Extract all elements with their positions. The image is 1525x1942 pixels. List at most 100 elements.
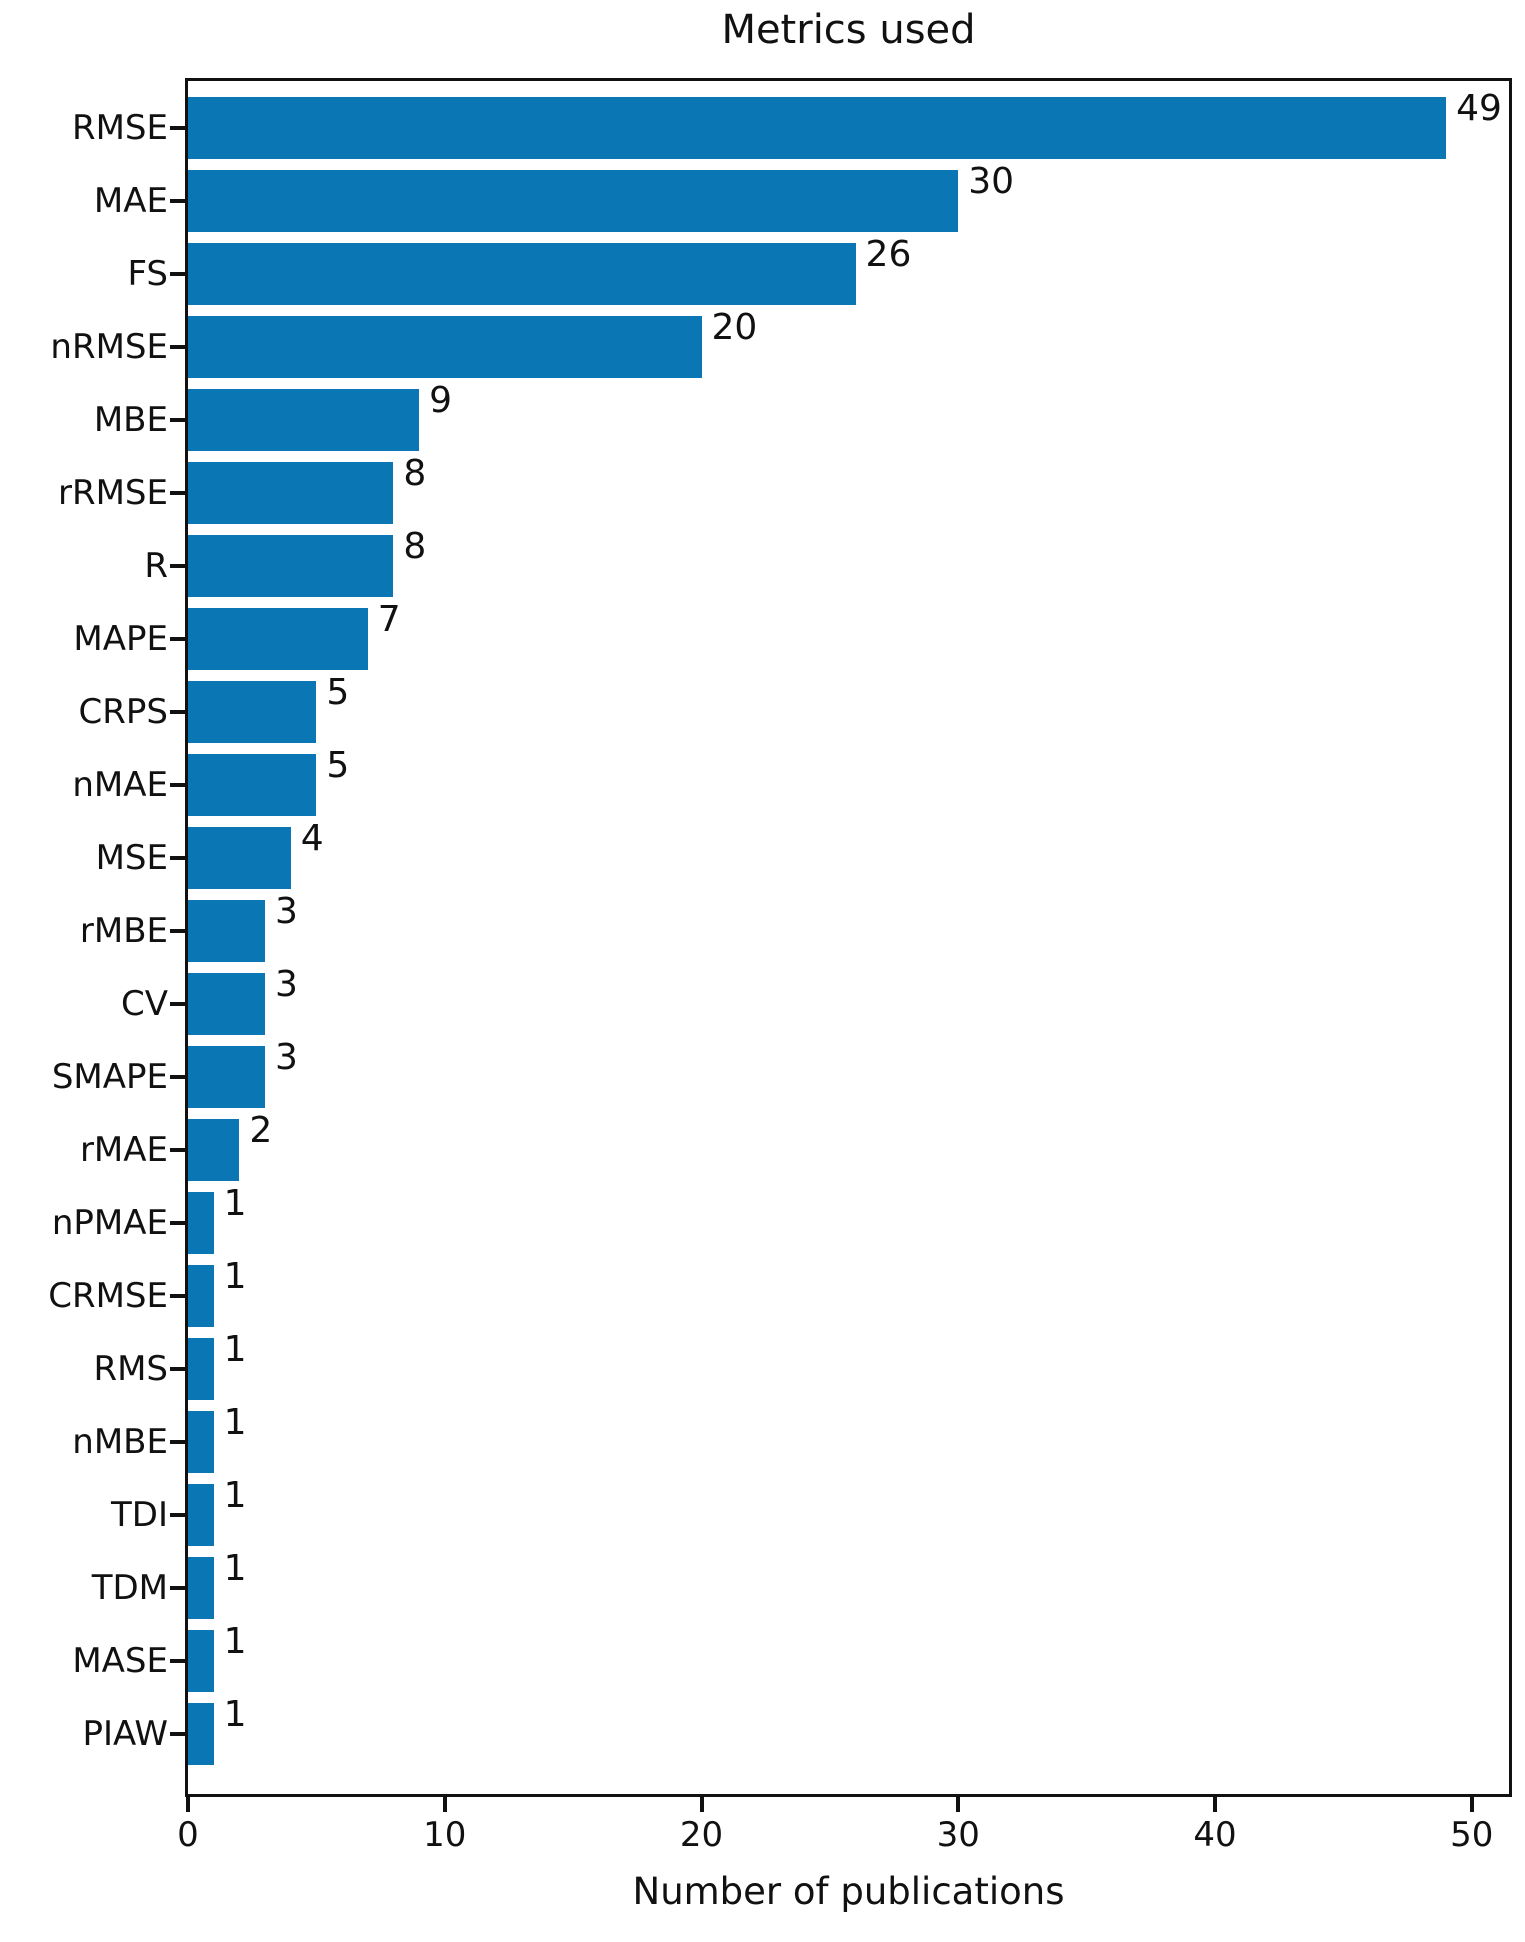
ytick-label-MSE: MSE	[95, 838, 168, 878]
bar-rMBE	[188, 900, 266, 962]
bar-RMS	[188, 1338, 214, 1400]
value-label-CV: 3	[275, 964, 298, 1005]
ytick-label-MAPE: MAPE	[73, 619, 168, 659]
ytick-mark-rMAE	[170, 1148, 185, 1152]
ytick-mark-CRMSE	[170, 1294, 185, 1298]
ytick-mark-TDI	[170, 1513, 185, 1517]
value-label-PIAW: 1	[223, 1694, 247, 1735]
ytick-label-RMS: RMS	[93, 1349, 168, 1389]
value-label-CRPS: 5	[326, 672, 350, 713]
ytick-mark-TDM	[170, 1586, 185, 1590]
ytick-label-CRMSE: CRMSE	[48, 1276, 168, 1316]
xtick-label-50: 50	[1450, 1815, 1494, 1855]
bar-CRMSE	[188, 1265, 214, 1327]
ytick-label-nRMSE: nRMSE	[50, 327, 168, 367]
xtick-mark-10	[442, 1797, 447, 1812]
ytick-label-nMAE: nMAE	[72, 765, 168, 805]
bar-rMAE	[188, 1119, 240, 1181]
x-axis-label: Number of publications	[632, 1870, 1065, 1913]
value-label-nRMSE: 20	[711, 307, 758, 348]
ytick-label-nPMAE: nPMAE	[51, 1203, 168, 1243]
bar-rRMSE	[188, 462, 394, 524]
bar-CRPS	[188, 681, 317, 743]
ytick-mark-MAE	[170, 199, 185, 203]
value-label-R: 8	[403, 526, 427, 567]
ytick-mark-PIAW	[170, 1732, 185, 1736]
ytick-label-MASE: MASE	[72, 1641, 168, 1681]
ytick-mark-nMAE	[170, 783, 185, 787]
ytick-label-rMBE: rMBE	[79, 911, 168, 951]
ytick-mark-R	[170, 564, 185, 568]
bar-RMSE	[188, 97, 1447, 159]
ytick-mark-SMAPE	[170, 1075, 185, 1079]
value-label-nMAE: 5	[326, 745, 350, 786]
value-label-SMAPE: 3	[275, 1037, 298, 1078]
bar-MBE	[188, 389, 420, 451]
xtick-label-30: 30	[936, 1815, 980, 1855]
ytick-label-FS: FS	[127, 254, 168, 294]
value-label-MBE: 9	[429, 380, 452, 421]
bar-MASE	[188, 1630, 214, 1692]
ytick-label-R: R	[144, 546, 168, 586]
ytick-mark-MBE	[170, 418, 185, 422]
xtick-label-10: 10	[423, 1815, 467, 1855]
xtick-label-20: 20	[679, 1815, 724, 1855]
ytick-label-MBE: MBE	[93, 400, 168, 440]
ytick-label-CRPS: CRPS	[78, 692, 168, 732]
bar-MSE	[188, 827, 291, 889]
xtick-mark-0	[186, 1797, 190, 1812]
value-label-nMBE: 1	[223, 1402, 247, 1443]
ytick-mark-MASE	[170, 1659, 185, 1663]
bar-FS	[188, 243, 856, 305]
chart-title: Metrics used	[721, 7, 976, 53]
ytick-mark-MSE	[170, 856, 185, 860]
value-label-nPMAE: 1	[223, 1183, 247, 1224]
ytick-label-rRMSE: rRMSE	[57, 473, 168, 513]
ytick-mark-CV	[170, 1002, 185, 1006]
value-label-RMSE: 49	[1456, 88, 1502, 129]
ytick-label-CV: CV	[121, 984, 168, 1024]
bar-nMBE	[188, 1411, 214, 1473]
bar-MAE	[188, 170, 959, 232]
bar-PIAW	[188, 1703, 214, 1765]
value-label-MAE: 30	[968, 161, 1015, 202]
bar-nRMSE	[188, 316, 702, 378]
bar-TDI	[188, 1484, 214, 1546]
value-label-TDI: 1	[223, 1475, 247, 1516]
value-label-MASE: 1	[223, 1621, 247, 1662]
bar-R	[188, 535, 394, 597]
ytick-mark-MAPE	[170, 637, 185, 641]
ytick-mark-RMSE	[170, 126, 185, 130]
xtick-mark-50	[1469, 1797, 1474, 1812]
value-label-MAPE: 7	[377, 599, 401, 640]
ytick-label-TDI: TDI	[111, 1495, 168, 1535]
bar-CV	[188, 973, 266, 1035]
ytick-mark-rRMSE	[170, 491, 185, 495]
bar-nMAE	[188, 754, 317, 816]
value-label-rMBE: 3	[275, 891, 298, 932]
ytick-mark-nRMSE	[170, 345, 185, 349]
value-label-rMAE: 2	[249, 1110, 273, 1151]
xtick-mark-40	[1213, 1797, 1218, 1812]
ytick-mark-nPMAE	[170, 1221, 185, 1225]
value-label-MSE: 4	[300, 818, 324, 859]
plot-area: 49 RMSE 30 MAE 26 FS 20 nRMSE 9 MBE 8 rRMSE 8 R 7 MAPE 5…	[48, 78, 1512, 1852]
ytick-label-MAE: MAE	[93, 181, 168, 221]
ytick-label-PIAW: PIAW	[82, 1714, 168, 1754]
value-label-FS: 26	[865, 234, 912, 275]
value-label-TDM: 1	[223, 1548, 247, 1589]
ytick-label-rMAE: rMAE	[79, 1130, 168, 1170]
ytick-label-RMSE: RMSE	[71, 108, 168, 148]
ytick-label-nMBE: nMBE	[72, 1422, 168, 1462]
xtick-mark-30	[956, 1797, 961, 1812]
bar-SMAPE	[188, 1046, 266, 1108]
bar-nPMAE	[188, 1192, 214, 1254]
ytick-mark-nMBE	[170, 1440, 185, 1444]
value-label-rRMSE: 8	[403, 453, 427, 494]
bar-MAPE	[188, 608, 368, 670]
ytick-mark-RMS	[170, 1367, 185, 1371]
xtick-label-0: 0	[177, 1815, 199, 1855]
xtick-mark-20	[699, 1797, 704, 1812]
ytick-label-SMAPE: SMAPE	[51, 1057, 168, 1097]
ytick-mark-FS	[170, 272, 185, 276]
